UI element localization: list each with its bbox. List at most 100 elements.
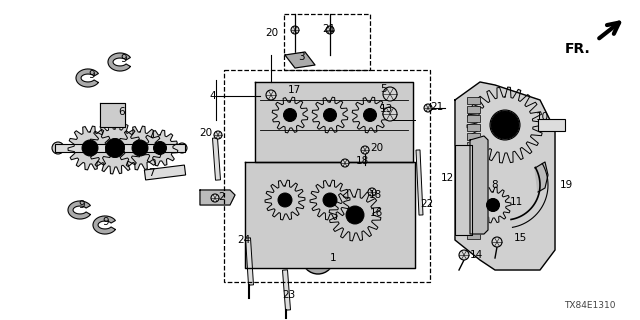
Polygon shape — [329, 189, 381, 241]
Circle shape — [364, 108, 376, 122]
Text: 7: 7 — [148, 168, 155, 178]
Bar — [467, 133, 480, 140]
Circle shape — [278, 193, 292, 207]
Circle shape — [266, 90, 276, 100]
Polygon shape — [212, 138, 221, 180]
Circle shape — [459, 192, 467, 200]
Bar — [467, 178, 480, 185]
Circle shape — [459, 174, 467, 182]
Circle shape — [491, 111, 519, 139]
Polygon shape — [246, 238, 253, 285]
Circle shape — [490, 110, 520, 140]
Circle shape — [106, 139, 125, 157]
Circle shape — [383, 87, 397, 101]
Text: 23: 23 — [282, 290, 295, 300]
Circle shape — [284, 108, 296, 122]
Circle shape — [52, 142, 64, 154]
Text: 16: 16 — [370, 208, 383, 218]
Bar — [467, 124, 480, 131]
Circle shape — [368, 188, 376, 196]
Text: FR.: FR. — [564, 42, 590, 56]
Text: 5: 5 — [380, 84, 387, 94]
Text: 15: 15 — [514, 233, 527, 243]
Circle shape — [383, 107, 397, 121]
Circle shape — [302, 242, 334, 274]
Polygon shape — [142, 130, 178, 166]
Polygon shape — [272, 97, 308, 133]
Text: 8: 8 — [491, 180, 498, 190]
Polygon shape — [455, 82, 555, 270]
Polygon shape — [538, 119, 565, 131]
Bar — [467, 97, 480, 104]
Circle shape — [459, 210, 467, 218]
Text: 20: 20 — [370, 143, 383, 153]
Polygon shape — [467, 87, 543, 163]
Circle shape — [459, 156, 467, 164]
Bar — [467, 151, 480, 158]
Text: TX84E1310: TX84E1310 — [564, 301, 616, 310]
Circle shape — [346, 206, 364, 224]
Text: 17: 17 — [288, 85, 301, 95]
Bar — [467, 169, 480, 176]
Polygon shape — [68, 126, 112, 170]
Circle shape — [326, 26, 334, 34]
Text: 22: 22 — [420, 199, 433, 209]
Circle shape — [310, 250, 326, 266]
Polygon shape — [312, 97, 348, 133]
Text: 9: 9 — [102, 217, 109, 227]
Circle shape — [132, 140, 148, 156]
Circle shape — [82, 140, 98, 156]
Polygon shape — [475, 187, 511, 223]
Text: 14: 14 — [470, 250, 483, 260]
Bar — [467, 223, 480, 230]
Polygon shape — [416, 150, 423, 215]
Circle shape — [497, 117, 513, 133]
Bar — [467, 205, 480, 212]
Circle shape — [341, 159, 349, 167]
Polygon shape — [282, 270, 291, 310]
Text: 4: 4 — [209, 91, 216, 101]
Circle shape — [110, 110, 120, 120]
Text: 21: 21 — [322, 24, 335, 34]
Bar — [467, 142, 480, 149]
Circle shape — [211, 194, 219, 202]
Text: 19: 19 — [560, 180, 573, 190]
Polygon shape — [535, 162, 548, 192]
Text: 21: 21 — [430, 102, 444, 112]
Bar — [467, 187, 480, 194]
Circle shape — [291, 26, 299, 34]
Polygon shape — [310, 180, 350, 220]
Polygon shape — [93, 216, 115, 234]
Polygon shape — [55, 144, 185, 152]
Text: 13: 13 — [380, 104, 393, 114]
Text: 18: 18 — [369, 190, 382, 200]
Text: 24: 24 — [237, 235, 250, 245]
Text: 11: 11 — [510, 197, 524, 207]
Bar — [467, 160, 480, 167]
Polygon shape — [470, 136, 488, 234]
Circle shape — [323, 108, 337, 122]
Polygon shape — [352, 97, 388, 133]
Bar — [467, 106, 480, 113]
Circle shape — [323, 193, 337, 207]
Circle shape — [459, 250, 469, 260]
Polygon shape — [108, 53, 131, 71]
Circle shape — [177, 143, 187, 153]
Text: 9: 9 — [120, 54, 127, 64]
Bar — [467, 196, 480, 203]
Polygon shape — [100, 103, 125, 127]
Polygon shape — [145, 165, 186, 180]
Circle shape — [424, 104, 432, 112]
Bar — [467, 115, 480, 122]
Circle shape — [315, 255, 321, 261]
Polygon shape — [245, 162, 415, 268]
Bar — [224, 70, 430, 282]
Polygon shape — [285, 52, 315, 68]
Polygon shape — [89, 122, 141, 174]
Circle shape — [487, 199, 499, 211]
Circle shape — [154, 141, 166, 155]
Text: 20: 20 — [265, 28, 278, 38]
Polygon shape — [118, 126, 162, 170]
Polygon shape — [455, 145, 472, 235]
Text: 18: 18 — [356, 156, 369, 166]
